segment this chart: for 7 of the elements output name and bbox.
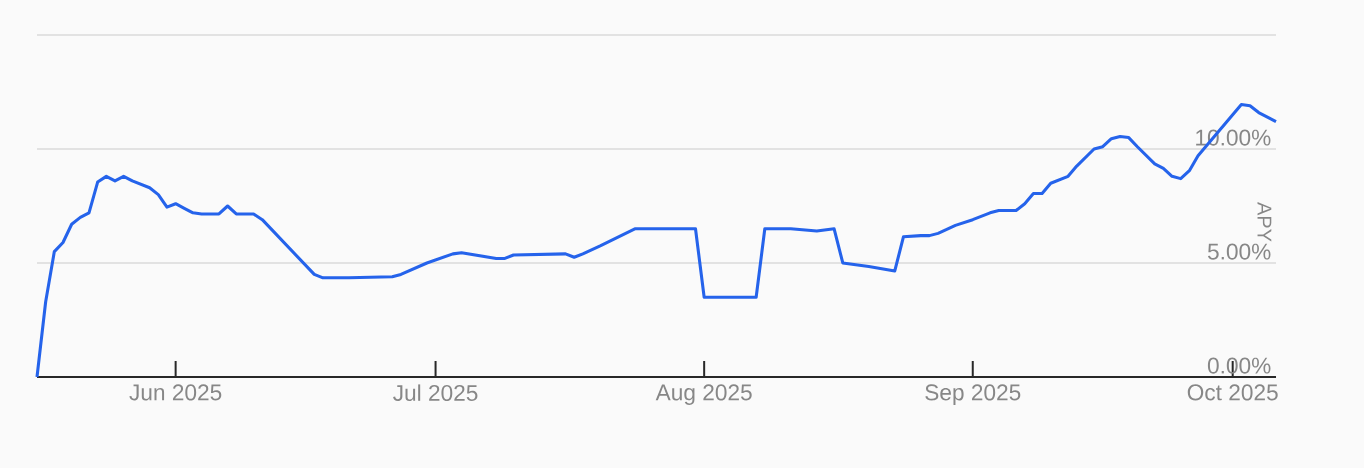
x-tick-label: Jul 2025: [393, 384, 478, 402]
x-tick-label: Jun 2025: [129, 384, 222, 401]
x-tick-label: Oct 2025: [1187, 384, 1278, 401]
x-tick-label: Sep 2025: [925, 384, 1021, 405]
y-axis-title: APY: [1257, 202, 1272, 242]
x-tick-label: Aug 2025: [655, 384, 752, 405]
y-tick-label: 5.00%: [1207, 243, 1271, 260]
